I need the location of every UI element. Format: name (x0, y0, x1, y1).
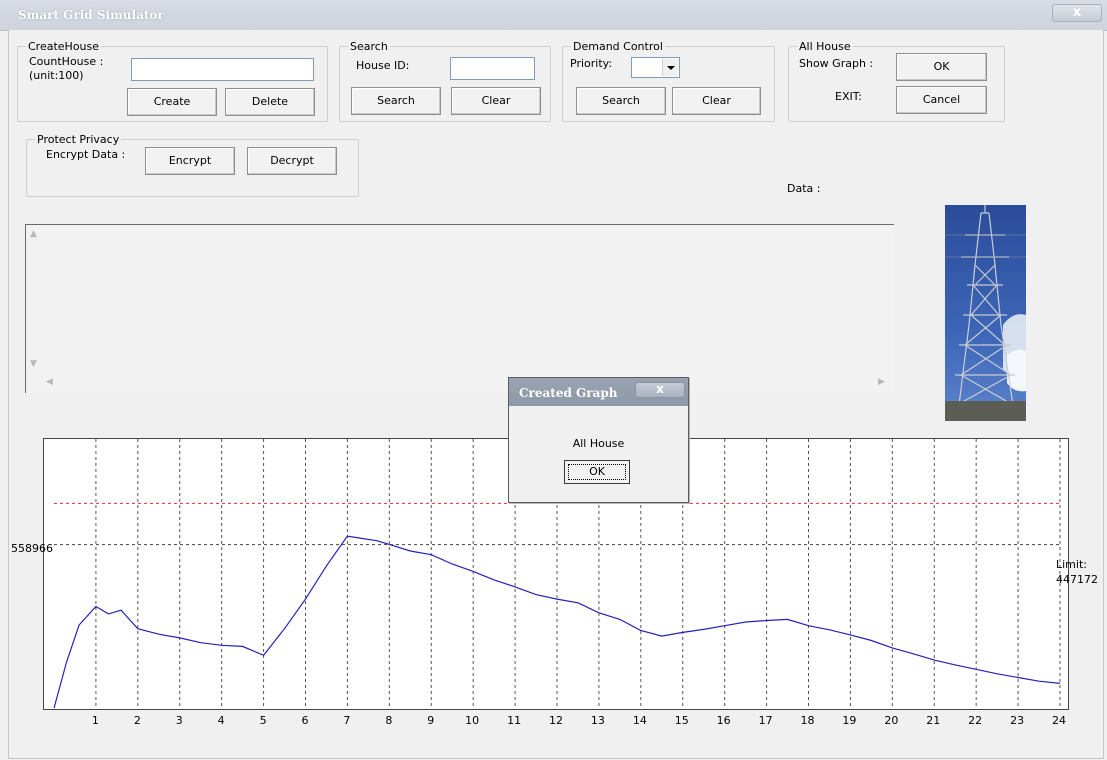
upper-line-value: 558966 (11, 542, 53, 555)
dialog-title-bar: Created Graph x (509, 378, 688, 406)
data-listbox[interactable]: ▲ ▼ ◀ ▶ (25, 224, 894, 393)
created-graph-dialog: Created Graph x All House OK (508, 377, 689, 503)
x-tick-label-15: 15 (674, 714, 689, 727)
x-tick-label-2: 2 (133, 714, 141, 727)
x-tick-label-1: 1 (91, 714, 99, 727)
create-button[interactable]: Create (127, 88, 217, 116)
show-graph-label: Show Graph : (799, 57, 874, 70)
house-id-input[interactable] (450, 57, 535, 80)
x-tick-label-10: 10 (465, 714, 480, 727)
group-all-house: All House (788, 40, 1005, 122)
search-button[interactable]: Search (351, 87, 441, 115)
x-tick-label-6: 6 (301, 714, 309, 727)
x-tick-label-3: 3 (175, 714, 183, 727)
focus-rectangle (568, 464, 626, 480)
x-tick-label-18: 18 (800, 714, 815, 727)
group-protect-privacy-legend: Protect Privacy (37, 133, 120, 146)
group-all-house-legend: All House (799, 40, 851, 53)
chart-svg (53, 439, 1061, 710)
x-tick-label-11: 11 (507, 714, 522, 727)
window-title: Smart Grid Simulator (18, 8, 164, 22)
x-tick-label-22: 22 (968, 714, 983, 727)
vertical-scrollbar[interactable]: ▲ ▼ (26, 225, 41, 375)
data-label: Data : (787, 182, 821, 195)
group-demand-control-legend: Demand Control (573, 40, 663, 53)
dialog-ok-label: OK (589, 465, 605, 478)
group-search-legend: Search (350, 40, 388, 53)
group-create-house: CreateHouse (17, 40, 328, 122)
series-line-0 (53, 535, 1061, 709)
group-demand-control: Demand Control (562, 40, 775, 122)
delete-button[interactable]: Delete (225, 88, 315, 116)
dialog-message: All House (572, 437, 625, 450)
decrypt-button[interactable]: Decrypt (247, 147, 337, 175)
count-house-label: CountHouse : (29, 55, 104, 68)
chevron-down-icon[interactable] (662, 59, 678, 76)
x-tick-label-19: 19 (842, 714, 857, 727)
group-create-house-legend: CreateHouse (28, 40, 100, 53)
power-usage-chart (43, 438, 1069, 710)
exit-label: EXIT: (835, 90, 862, 103)
scroll-right-icon[interactable]: ▶ (878, 377, 885, 387)
x-tick-label-12: 12 (549, 714, 563, 727)
scroll-up-icon[interactable]: ▲ (30, 229, 37, 239)
scroll-down-icon[interactable]: ▼ (30, 359, 37, 369)
dialog-ok-button[interactable]: OK (564, 460, 630, 484)
x-tick-label-20: 20 (884, 714, 899, 727)
group-protect-privacy: Protect Privacy (26, 133, 359, 197)
encrypt-data-label: Encrypt Data : (46, 148, 126, 161)
dialog-close-button[interactable]: x (635, 382, 685, 398)
window-close-button[interactable]: x (1052, 4, 1102, 22)
demand-clear-button[interactable]: Clear (672, 87, 761, 115)
limit-value-label: 447172 (1056, 573, 1098, 586)
x-tick-label-4: 4 (217, 714, 225, 727)
x-tick-label-7: 7 (343, 714, 351, 727)
scroll-left-icon[interactable]: ◀ (46, 377, 53, 387)
group-search: Search (339, 40, 551, 122)
x-tick-label-14: 14 (632, 714, 647, 727)
x-tick-label-21: 21 (926, 714, 941, 727)
dialog-title: Created Graph (519, 386, 618, 400)
encrypt-button[interactable]: Encrypt (145, 147, 235, 175)
x-tick-label-13: 13 (590, 714, 605, 727)
limit-prefix-label: Limit: (1056, 558, 1087, 571)
title-bar: Smart Grid Simulator x (0, 0, 1107, 31)
x-tick-label-9: 9 (427, 714, 435, 727)
x-tick-label-8: 8 (385, 714, 393, 727)
x-tick-label-5: 5 (259, 714, 267, 727)
x-tick-label-24: 24 (1052, 714, 1066, 727)
x-tick-label-23: 23 (1010, 714, 1025, 727)
unit-label: (unit:100) (29, 69, 84, 82)
cancel-button[interactable]: Cancel (896, 86, 987, 114)
transmission-tower-photo (945, 205, 1026, 421)
x-tick-label-16: 16 (716, 714, 731, 727)
main-form: CreateHouse CountHouse : (unit:100) Crea… (8, 30, 1104, 759)
show-graph-ok-button[interactable]: OK (896, 53, 987, 81)
priority-select[interactable] (631, 57, 680, 78)
priority-label: Priority: (570, 57, 613, 70)
demand-search-button[interactable]: Search (576, 87, 666, 115)
x-tick-label-17: 17 (758, 714, 773, 727)
count-house-input[interactable] (131, 58, 314, 81)
horizontal-scrollbar[interactable]: ◀ ▶ (42, 375, 894, 391)
house-id-label: House ID: (356, 59, 410, 72)
search-clear-button[interactable]: Clear (451, 87, 541, 115)
